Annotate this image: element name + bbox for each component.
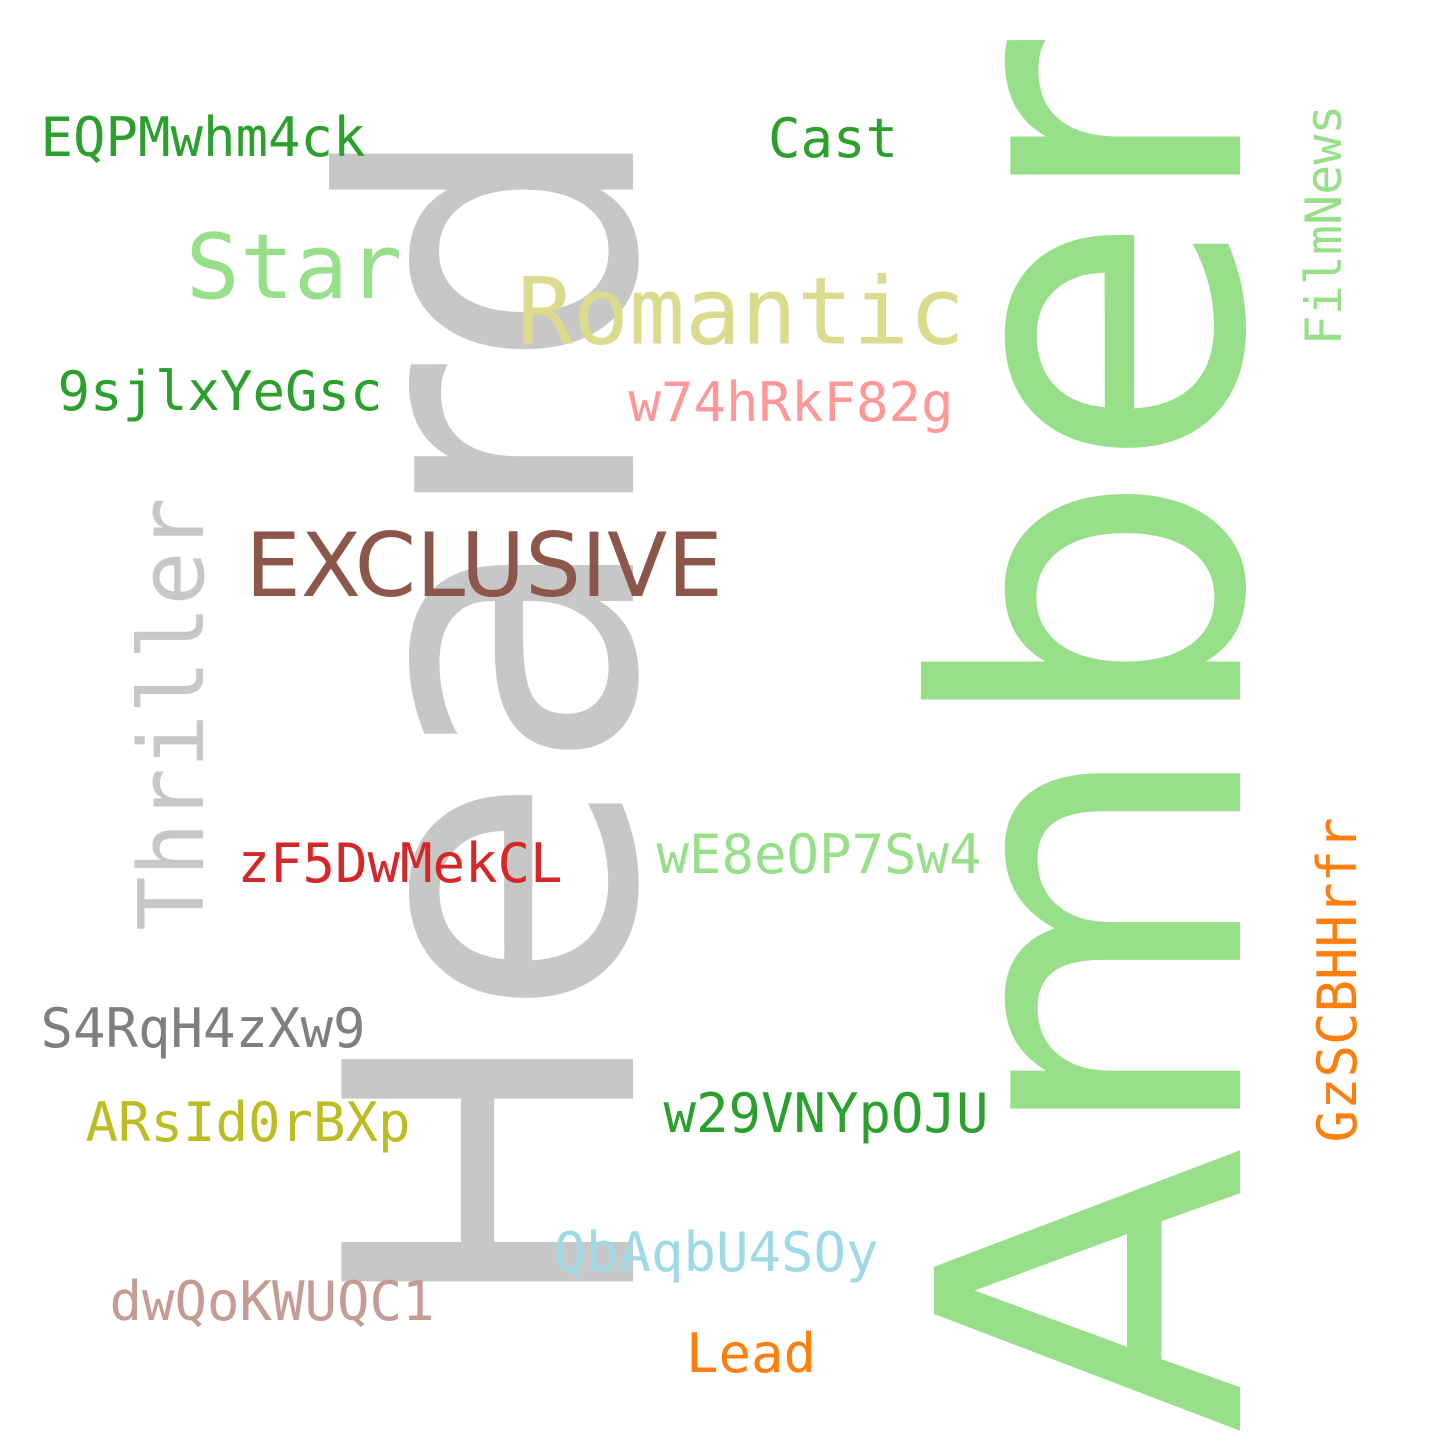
word-romantic: Romantic <box>517 257 965 366</box>
word-s4rqh4zxw9: S4RqH4zXw9 <box>40 997 366 1060</box>
word-zf5dwmekcl: zF5DwMekCL <box>237 832 563 895</box>
word-qbaqbu4soy: QbAqbU4SOy <box>553 1221 879 1284</box>
word-we8eop7sw4: wE8eOP7Sw4 <box>656 823 982 886</box>
word-lead: Lead <box>685 1322 817 1385</box>
word-gzscbhhrfr: GzSCBHHrfr <box>1306 817 1369 1143</box>
word-star: Star <box>185 215 403 320</box>
word-exclusive: EXCLUSIVE <box>245 514 723 617</box>
word-dwqokwuqc1: dwQoKWUQC1 <box>109 1270 435 1333</box>
word-filmnews: FilmNews <box>1295 104 1353 346</box>
word-w74hrkf82g: w74hRkF82g <box>628 371 954 434</box>
word-eqpmwhm4ck: EQPMwhm4ck <box>40 106 366 169</box>
word-amber: Amber <box>851 39 1340 1435</box>
word-arsid0rbxp: ARsId0rBXp <box>85 1091 411 1154</box>
word-cast: Cast <box>767 107 899 170</box>
word-9sjlxyegsc: 9sjlxYeGsc <box>57 360 383 423</box>
word-w29vnypoju: w29VNYpOJU <box>663 1082 989 1145</box>
word-thriller: Thriller <box>120 497 225 931</box>
